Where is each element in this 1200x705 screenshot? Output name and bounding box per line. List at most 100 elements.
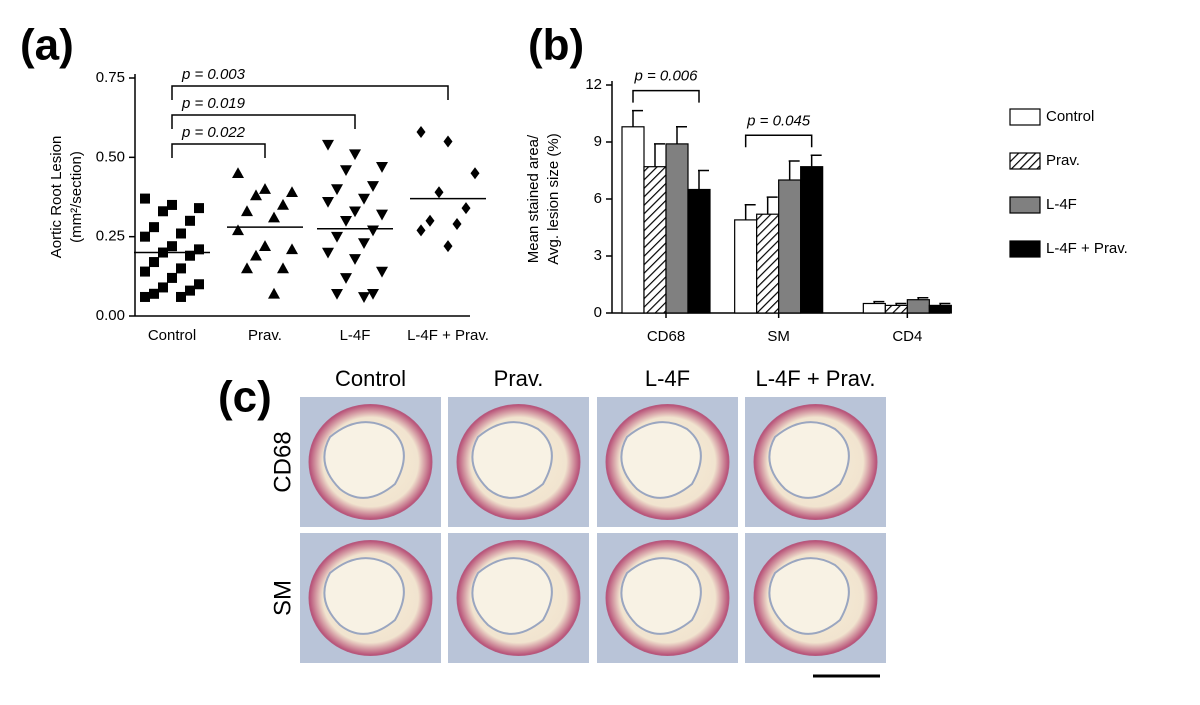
x-tick-label: Prav. — [248, 327, 282, 344]
data-point — [167, 241, 177, 252]
error-bar — [895, 302, 907, 306]
data-point — [268, 211, 280, 223]
data-point — [322, 247, 334, 259]
data-point — [367, 288, 379, 300]
y-axis-label: Mean stained area/ — [525, 134, 542, 263]
bar — [687, 188, 711, 314]
data-point — [416, 224, 426, 237]
data-point — [331, 184, 343, 196]
data-point — [185, 285, 195, 296]
bar — [665, 143, 689, 314]
data-point — [425, 214, 435, 227]
y-axis-label: Aortic Root Lesion — [48, 136, 65, 259]
significance-bracket — [171, 114, 356, 129]
data-point — [176, 263, 186, 274]
significance-bracket — [171, 143, 266, 158]
data-point — [259, 183, 271, 194]
error-bar — [632, 109, 643, 127]
data-point — [470, 167, 480, 180]
data-point — [149, 257, 159, 268]
data-point — [140, 231, 150, 242]
y-tick-label: 0.00 — [96, 307, 125, 324]
data-point — [286, 243, 298, 255]
data-point — [167, 272, 177, 283]
data-point — [140, 266, 150, 277]
data-point — [340, 216, 352, 227]
error-bar — [654, 143, 665, 167]
row-label: SM — [269, 580, 296, 616]
data-point — [331, 288, 343, 300]
p-value: p = 0.022 — [181, 124, 246, 141]
lumen — [471, 557, 553, 635]
data-point — [194, 279, 204, 290]
data-point — [250, 249, 262, 261]
bar — [800, 166, 824, 314]
data-point — [140, 291, 150, 302]
y-tick-label: 0 — [594, 304, 602, 321]
legend-label: Prav. — [1046, 152, 1080, 169]
data-point — [349, 254, 361, 265]
y-axis-label: (mm²/section) — [68, 151, 85, 243]
data-point — [461, 202, 471, 215]
data-point — [358, 193, 370, 205]
data-point — [367, 181, 379, 192]
bar — [906, 299, 930, 314]
data-point — [241, 262, 253, 274]
data-point — [259, 240, 271, 251]
significance-bracket — [744, 134, 813, 148]
data-point — [176, 228, 186, 239]
legend-swatch — [1009, 152, 1041, 170]
x-tick-label: SM — [767, 328, 790, 345]
data-point — [194, 203, 204, 214]
lumen — [323, 421, 405, 499]
y-tick-label: 0.50 — [96, 148, 125, 165]
data-point — [158, 206, 168, 217]
legend-label: L-4F — [1046, 196, 1077, 213]
bar — [862, 302, 886, 314]
x-tick-label: L-4F — [340, 327, 371, 344]
data-point — [340, 273, 352, 284]
data-point — [367, 225, 379, 237]
panel-label: (a) — [20, 21, 74, 70]
error-bar — [873, 300, 885, 304]
y-tick-label: 12 — [585, 76, 602, 93]
data-point — [277, 262, 289, 274]
data-point — [140, 193, 150, 204]
column-header: Prav. — [494, 366, 544, 391]
p-value: p = 0.003 — [181, 66, 246, 83]
data-point — [277, 198, 289, 210]
y-tick-label: 3 — [594, 247, 602, 264]
data-point — [340, 165, 352, 177]
data-point — [194, 244, 204, 255]
legend-swatch — [1009, 240, 1041, 258]
data-point — [232, 167, 244, 178]
data-point — [443, 240, 453, 253]
x-tick-label: CD68 — [647, 328, 685, 345]
lumen — [768, 421, 850, 499]
row-label: CD68 — [269, 431, 296, 492]
data-point — [322, 196, 334, 208]
error-bar — [810, 154, 822, 167]
data-point — [241, 205, 253, 217]
data-point — [250, 189, 262, 201]
panel-label: (c) — [218, 373, 272, 422]
data-point — [176, 291, 186, 302]
y-tick-label: 9 — [594, 133, 602, 150]
data-point — [376, 162, 388, 173]
lumen — [620, 421, 702, 499]
data-point — [416, 125, 426, 138]
data-point — [349, 206, 361, 218]
p-value: p = 0.019 — [181, 95, 246, 112]
column-header: Control — [335, 366, 406, 391]
lumen — [471, 421, 553, 499]
y-tick-label: 6 — [594, 190, 602, 207]
data-point — [185, 215, 195, 226]
data-point — [349, 149, 361, 161]
error-bar — [766, 196, 778, 215]
data-point — [358, 238, 370, 250]
column-header: L-4F + Prav. — [755, 366, 875, 391]
bar — [756, 213, 780, 314]
data-point — [286, 186, 298, 198]
bar — [734, 219, 758, 314]
